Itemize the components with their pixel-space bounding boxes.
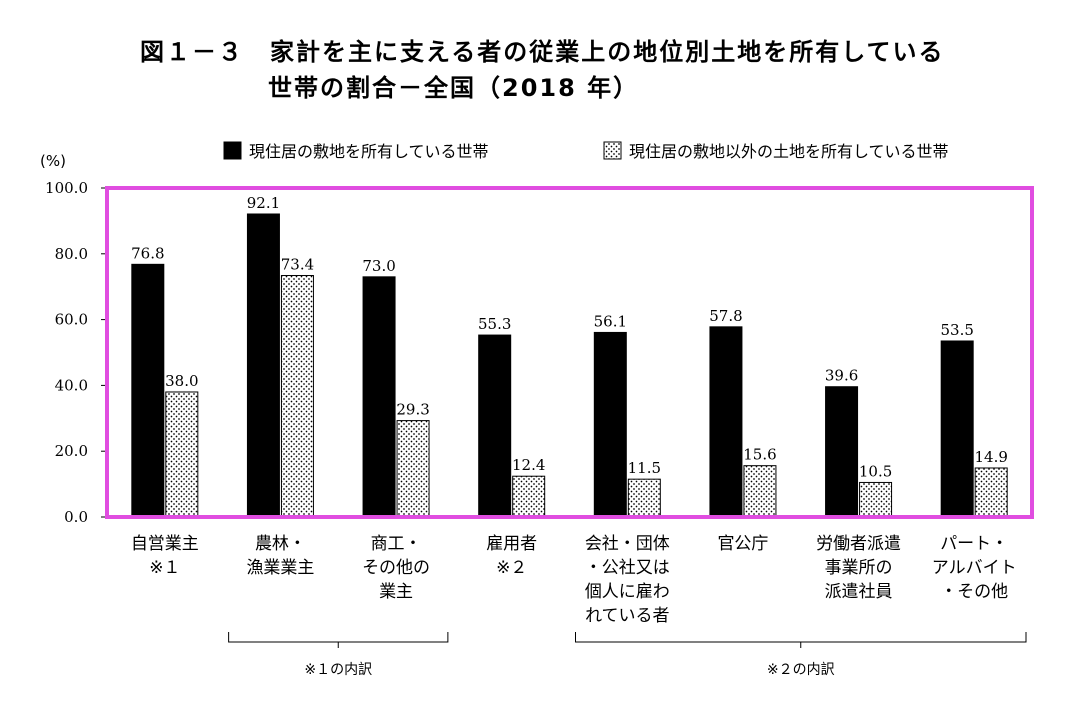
bar-series1-cat5 <box>593 331 627 518</box>
y-tick-label: 100.0 <box>45 179 88 197</box>
category-label-1: 自営業主 <box>131 534 199 554</box>
data-label-series2-cat1: 38.0 <box>165 372 198 390</box>
category-label-5: ・公社又は <box>585 558 670 578</box>
plot-frame <box>105 186 1034 519</box>
bar-series2-cat5 <box>627 478 661 518</box>
bar-series1-cat1 <box>131 263 165 518</box>
y-tick-label: 0.0 <box>64 508 88 526</box>
chart-title: 図１－３ 家計を主に支える者の従業上の地位別土地を所有している 世帯の割合－全国… <box>140 34 945 106</box>
bar-series2-cat7 <box>859 481 893 518</box>
category-label-3: その他の <box>362 558 430 578</box>
data-label-series2-cat7: 10.5 <box>859 462 892 480</box>
bracket-2 <box>575 632 1027 648</box>
data-label-series2-cat6: 15.6 <box>743 446 776 464</box>
category-label-7: 労働者派遣 <box>816 534 901 554</box>
data-label-series2-cat5: 11.5 <box>628 459 661 477</box>
data-label-series1-cat8: 53.5 <box>940 321 973 339</box>
y-axis-unit: (%) <box>40 152 66 170</box>
legend-swatch-series2 <box>603 141 622 160</box>
y-tick-label: 80.0 <box>55 245 88 263</box>
bar-series1-cat6 <box>709 326 743 518</box>
y-tick-label: 20.0 <box>55 442 88 460</box>
legend-label-series1: 現住居の敷地を所有している世帯 <box>249 142 489 161</box>
y-tick-label: 40.0 <box>55 376 88 394</box>
category-label-6: 官公庁 <box>717 534 768 554</box>
category-label-4: 雇用者 <box>486 534 537 554</box>
data-label-series1-cat3: 73.0 <box>362 257 395 275</box>
bar-series1-cat7 <box>825 386 859 518</box>
data-label-series2-cat4: 12.4 <box>512 456 545 474</box>
category-label-2: 農林・ <box>255 534 306 554</box>
bar-series2-cat2 <box>280 275 314 518</box>
category-label-4: ※２ <box>496 558 527 578</box>
category-label-8: アルバイト <box>932 558 1017 578</box>
title-line-2: 世帯の割合－全国（2018 年） <box>268 74 640 102</box>
bar-series2-cat8 <box>974 467 1008 518</box>
bar-series1-cat3 <box>362 276 396 518</box>
category-label-1: ※１ <box>149 558 180 578</box>
y-tick-label: 60.0 <box>55 311 88 329</box>
category-label-3: 業主 <box>379 582 413 602</box>
data-label-series1-cat6: 57.8 <box>709 307 742 325</box>
data-label-series1-cat2: 92.1 <box>247 194 280 212</box>
title-line-1: 図１－３ 家計を主に支える者の従業上の地位別土地を所有している <box>140 38 945 66</box>
category-label-5: 個人に雇わ <box>585 582 670 602</box>
category-label-7: 派遣社員 <box>825 582 893 602</box>
bar-series2-cat1 <box>165 391 199 518</box>
data-label-series1-cat7: 39.6 <box>825 367 858 385</box>
bracket-label-2: ※２の内訳 <box>767 662 835 678</box>
category-label-8: パート・ <box>940 534 1008 554</box>
data-label-series2-cat3: 29.3 <box>396 401 429 419</box>
bar-series1-cat4 <box>478 334 512 518</box>
data-label-series1-cat4: 55.3 <box>478 315 511 333</box>
category-label-3: 商工・ <box>371 534 422 554</box>
data-label-series1-cat5: 56.1 <box>594 312 627 330</box>
bar-series2-cat4 <box>512 475 546 518</box>
data-label-series2-cat8: 14.9 <box>974 448 1007 466</box>
legend-swatch-series1 <box>223 141 242 160</box>
category-label-7: 事業所の <box>825 558 893 578</box>
bar-series2-cat6 <box>743 465 777 518</box>
bracket-label-1: ※１の内訳 <box>304 662 372 678</box>
bracket-1 <box>228 632 449 648</box>
category-label-8: ・その他 <box>940 582 1008 602</box>
bar-series1-cat8 <box>940 340 974 518</box>
data-label-series1-cat1: 76.8 <box>131 244 164 262</box>
bar-series2-cat3 <box>396 420 430 518</box>
bar-series1-cat2 <box>246 213 280 518</box>
data-label-series2-cat2: 73.4 <box>281 256 314 274</box>
category-label-5: 会社・団体 <box>585 534 670 554</box>
category-label-2: 漁業業主 <box>246 558 314 578</box>
category-label-5: れている者 <box>585 606 670 626</box>
legend-label-series2: 現住居の敷地以外の土地を所有している世帯 <box>629 142 949 161</box>
